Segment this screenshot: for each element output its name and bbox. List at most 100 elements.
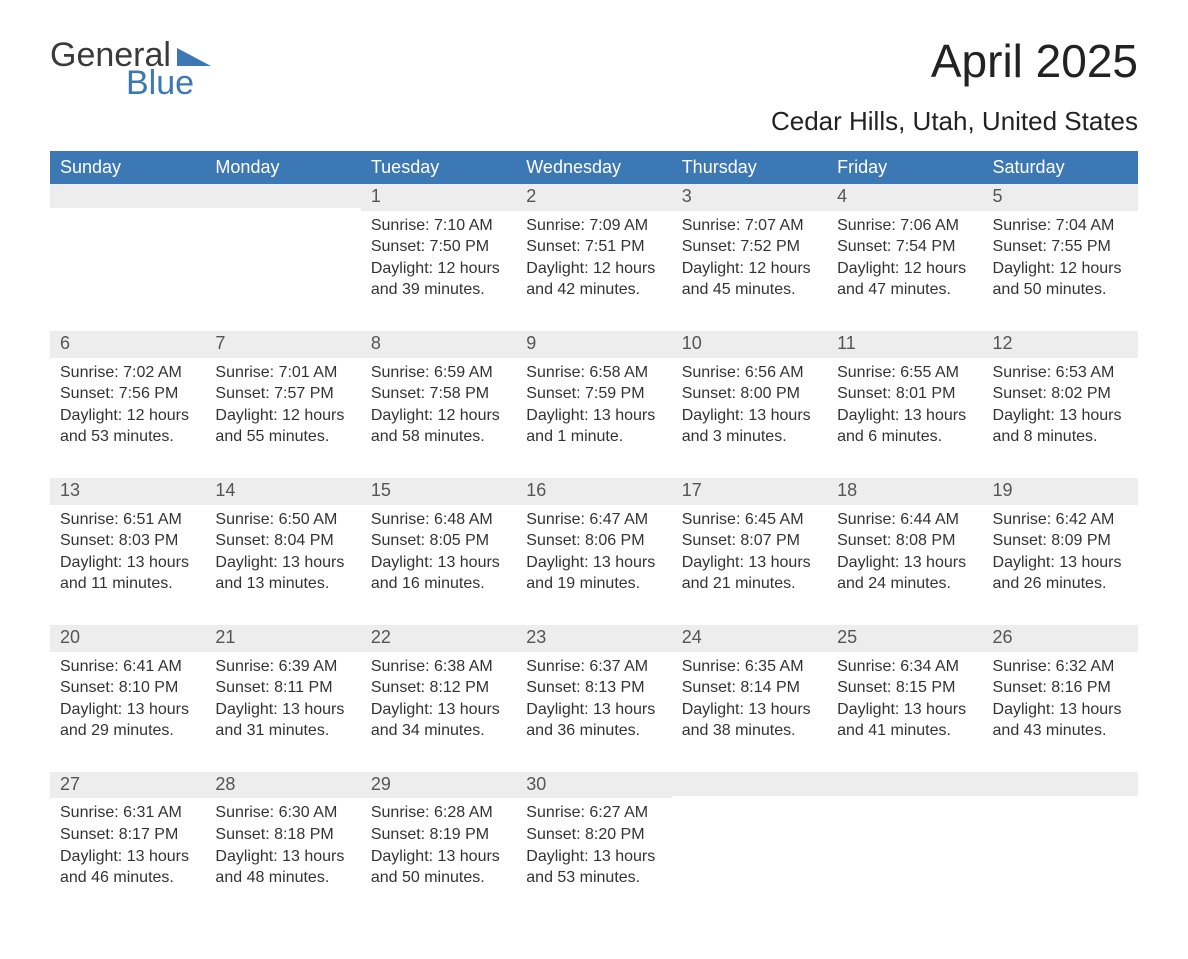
- sunrise-line: Sunrise: 6:35 AM: [682, 656, 817, 678]
- calendar-table: Sunday Monday Tuesday Wednesday Thursday…: [50, 151, 1138, 919]
- weekday-header: Thursday: [672, 151, 827, 184]
- day-details: Sunrise: 6:39 AMSunset: 8:11 PMDaylight:…: [205, 652, 360, 772]
- day-details: Sunrise: 6:55 AMSunset: 8:01 PMDaylight:…: [827, 358, 982, 478]
- sunset-line: Sunset: 8:01 PM: [837, 383, 972, 405]
- day-number: 21: [205, 625, 360, 652]
- sunset-line: Sunset: 8:05 PM: [371, 530, 506, 552]
- calendar-day-cell: 13Sunrise: 6:51 AMSunset: 8:03 PMDayligh…: [50, 478, 205, 625]
- day-details: Sunrise: 6:34 AMSunset: 8:15 PMDaylight:…: [827, 652, 982, 772]
- calendar-day-cell: 6Sunrise: 7:02 AMSunset: 7:56 PMDaylight…: [50, 331, 205, 478]
- calendar-week-row: 1Sunrise: 7:10 AMSunset: 7:50 PMDaylight…: [50, 184, 1138, 331]
- sunset-line: Sunset: 7:58 PM: [371, 383, 506, 405]
- sunset-line: Sunset: 8:14 PM: [682, 677, 817, 699]
- calendar-day-cell: 15Sunrise: 6:48 AMSunset: 8:05 PMDayligh…: [361, 478, 516, 625]
- calendar-day-cell: 7Sunrise: 7:01 AMSunset: 7:57 PMDaylight…: [205, 331, 360, 478]
- weekday-header-row: Sunday Monday Tuesday Wednesday Thursday…: [50, 151, 1138, 184]
- calendar-week-row: 13Sunrise: 6:51 AMSunset: 8:03 PMDayligh…: [50, 478, 1138, 625]
- sunset-line: Sunset: 7:50 PM: [371, 236, 506, 258]
- calendar-day-cell: [983, 772, 1138, 919]
- day-details: Sunrise: 6:59 AMSunset: 7:58 PMDaylight:…: [361, 358, 516, 478]
- calendar-day-cell: 26Sunrise: 6:32 AMSunset: 8:16 PMDayligh…: [983, 625, 1138, 772]
- day-details: Sunrise: 6:37 AMSunset: 8:13 PMDaylight:…: [516, 652, 671, 772]
- day-details: Sunrise: 6:42 AMSunset: 8:09 PMDaylight:…: [983, 505, 1138, 625]
- calendar-day-cell: [50, 184, 205, 331]
- day-details: Sunrise: 7:09 AMSunset: 7:51 PMDaylight:…: [516, 211, 671, 331]
- daylight-line: Daylight: 13 hours and 36 minutes.: [526, 699, 661, 742]
- day-details: Sunrise: 6:41 AMSunset: 8:10 PMDaylight:…: [50, 652, 205, 772]
- calendar-day-cell: 22Sunrise: 6:38 AMSunset: 8:12 PMDayligh…: [361, 625, 516, 772]
- daylight-line: Daylight: 13 hours and 19 minutes.: [526, 552, 661, 595]
- sunrise-line: Sunrise: 7:07 AM: [682, 215, 817, 237]
- daylight-line: Daylight: 13 hours and 3 minutes.: [682, 405, 817, 448]
- calendar-day-cell: 12Sunrise: 6:53 AMSunset: 8:02 PMDayligh…: [983, 331, 1138, 478]
- logo-text-2: Blue: [126, 66, 211, 100]
- calendar-day-cell: [672, 772, 827, 919]
- sunrise-line: Sunrise: 6:48 AM: [371, 509, 506, 531]
- day-number: 1: [361, 184, 516, 211]
- calendar-day-cell: 24Sunrise: 6:35 AMSunset: 8:14 PMDayligh…: [672, 625, 827, 772]
- sunrise-line: Sunrise: 6:39 AM: [215, 656, 350, 678]
- daylight-line: Daylight: 13 hours and 8 minutes.: [993, 405, 1128, 448]
- calendar-day-cell: 29Sunrise: 6:28 AMSunset: 8:19 PMDayligh…: [361, 772, 516, 919]
- day-details: Sunrise: 7:07 AMSunset: 7:52 PMDaylight:…: [672, 211, 827, 331]
- sunrise-line: Sunrise: 6:44 AM: [837, 509, 972, 531]
- sunset-line: Sunset: 8:02 PM: [993, 383, 1128, 405]
- daylight-line: Daylight: 13 hours and 21 minutes.: [682, 552, 817, 595]
- day-number: 20: [50, 625, 205, 652]
- day-details: Sunrise: 6:45 AMSunset: 8:07 PMDaylight:…: [672, 505, 827, 625]
- sunrise-line: Sunrise: 6:56 AM: [682, 362, 817, 384]
- sunset-line: Sunset: 8:03 PM: [60, 530, 195, 552]
- calendar-day-cell: 18Sunrise: 6:44 AMSunset: 8:08 PMDayligh…: [827, 478, 982, 625]
- day-number: [983, 772, 1138, 796]
- sunset-line: Sunset: 8:17 PM: [60, 824, 195, 846]
- day-number: 30: [516, 772, 671, 799]
- sunset-line: Sunset: 7:51 PM: [526, 236, 661, 258]
- sunset-line: Sunset: 7:55 PM: [993, 236, 1128, 258]
- day-number: 17: [672, 478, 827, 505]
- sunset-line: Sunset: 8:06 PM: [526, 530, 661, 552]
- sunrise-line: Sunrise: 6:30 AM: [215, 802, 350, 824]
- day-number: 3: [672, 184, 827, 211]
- daylight-line: Daylight: 13 hours and 38 minutes.: [682, 699, 817, 742]
- day-number: 11: [827, 331, 982, 358]
- day-details: Sunrise: 6:47 AMSunset: 8:06 PMDaylight:…: [516, 505, 671, 625]
- calendar-day-cell: [827, 772, 982, 919]
- daylight-line: Daylight: 13 hours and 43 minutes.: [993, 699, 1128, 742]
- calendar-day-cell: 23Sunrise: 6:37 AMSunset: 8:13 PMDayligh…: [516, 625, 671, 772]
- calendar-day-cell: 16Sunrise: 6:47 AMSunset: 8:06 PMDayligh…: [516, 478, 671, 625]
- day-details: Sunrise: 6:51 AMSunset: 8:03 PMDaylight:…: [50, 505, 205, 625]
- calendar-day-cell: 25Sunrise: 6:34 AMSunset: 8:15 PMDayligh…: [827, 625, 982, 772]
- day-number: 25: [827, 625, 982, 652]
- day-number: 23: [516, 625, 671, 652]
- daylight-line: Daylight: 13 hours and 24 minutes.: [837, 552, 972, 595]
- sunrise-line: Sunrise: 6:32 AM: [993, 656, 1128, 678]
- weekday-header: Sunday: [50, 151, 205, 184]
- daylight-line: Daylight: 12 hours and 39 minutes.: [371, 258, 506, 301]
- day-details: Sunrise: 6:50 AMSunset: 8:04 PMDaylight:…: [205, 505, 360, 625]
- daylight-line: Daylight: 12 hours and 50 minutes.: [993, 258, 1128, 301]
- sunset-line: Sunset: 8:11 PM: [215, 677, 350, 699]
- day-details: Sunrise: 7:01 AMSunset: 7:57 PMDaylight:…: [205, 358, 360, 478]
- sunset-line: Sunset: 8:07 PM: [682, 530, 817, 552]
- calendar-day-cell: 4Sunrise: 7:06 AMSunset: 7:54 PMDaylight…: [827, 184, 982, 331]
- day-details: Sunrise: 6:48 AMSunset: 8:05 PMDaylight:…: [361, 505, 516, 625]
- sunset-line: Sunset: 8:12 PM: [371, 677, 506, 699]
- calendar-day-cell: 10Sunrise: 6:56 AMSunset: 8:00 PMDayligh…: [672, 331, 827, 478]
- sunrise-line: Sunrise: 6:27 AM: [526, 802, 661, 824]
- sunset-line: Sunset: 8:16 PM: [993, 677, 1128, 699]
- sunrise-line: Sunrise: 6:51 AM: [60, 509, 195, 531]
- day-number: 29: [361, 772, 516, 799]
- day-number: 14: [205, 478, 360, 505]
- daylight-line: Daylight: 13 hours and 31 minutes.: [215, 699, 350, 742]
- day-details: Sunrise: 6:38 AMSunset: 8:12 PMDaylight:…: [361, 652, 516, 772]
- day-details: Sunrise: 6:32 AMSunset: 8:16 PMDaylight:…: [983, 652, 1138, 772]
- weekday-header: Wednesday: [516, 151, 671, 184]
- day-number: 8: [361, 331, 516, 358]
- weekday-header: Monday: [205, 151, 360, 184]
- day-number: 15: [361, 478, 516, 505]
- day-details: Sunrise: 6:53 AMSunset: 8:02 PMDaylight:…: [983, 358, 1138, 478]
- daylight-line: Daylight: 13 hours and 26 minutes.: [993, 552, 1128, 595]
- daylight-line: Daylight: 12 hours and 55 minutes.: [215, 405, 350, 448]
- sunrise-line: Sunrise: 6:38 AM: [371, 656, 506, 678]
- sunrise-line: Sunrise: 7:09 AM: [526, 215, 661, 237]
